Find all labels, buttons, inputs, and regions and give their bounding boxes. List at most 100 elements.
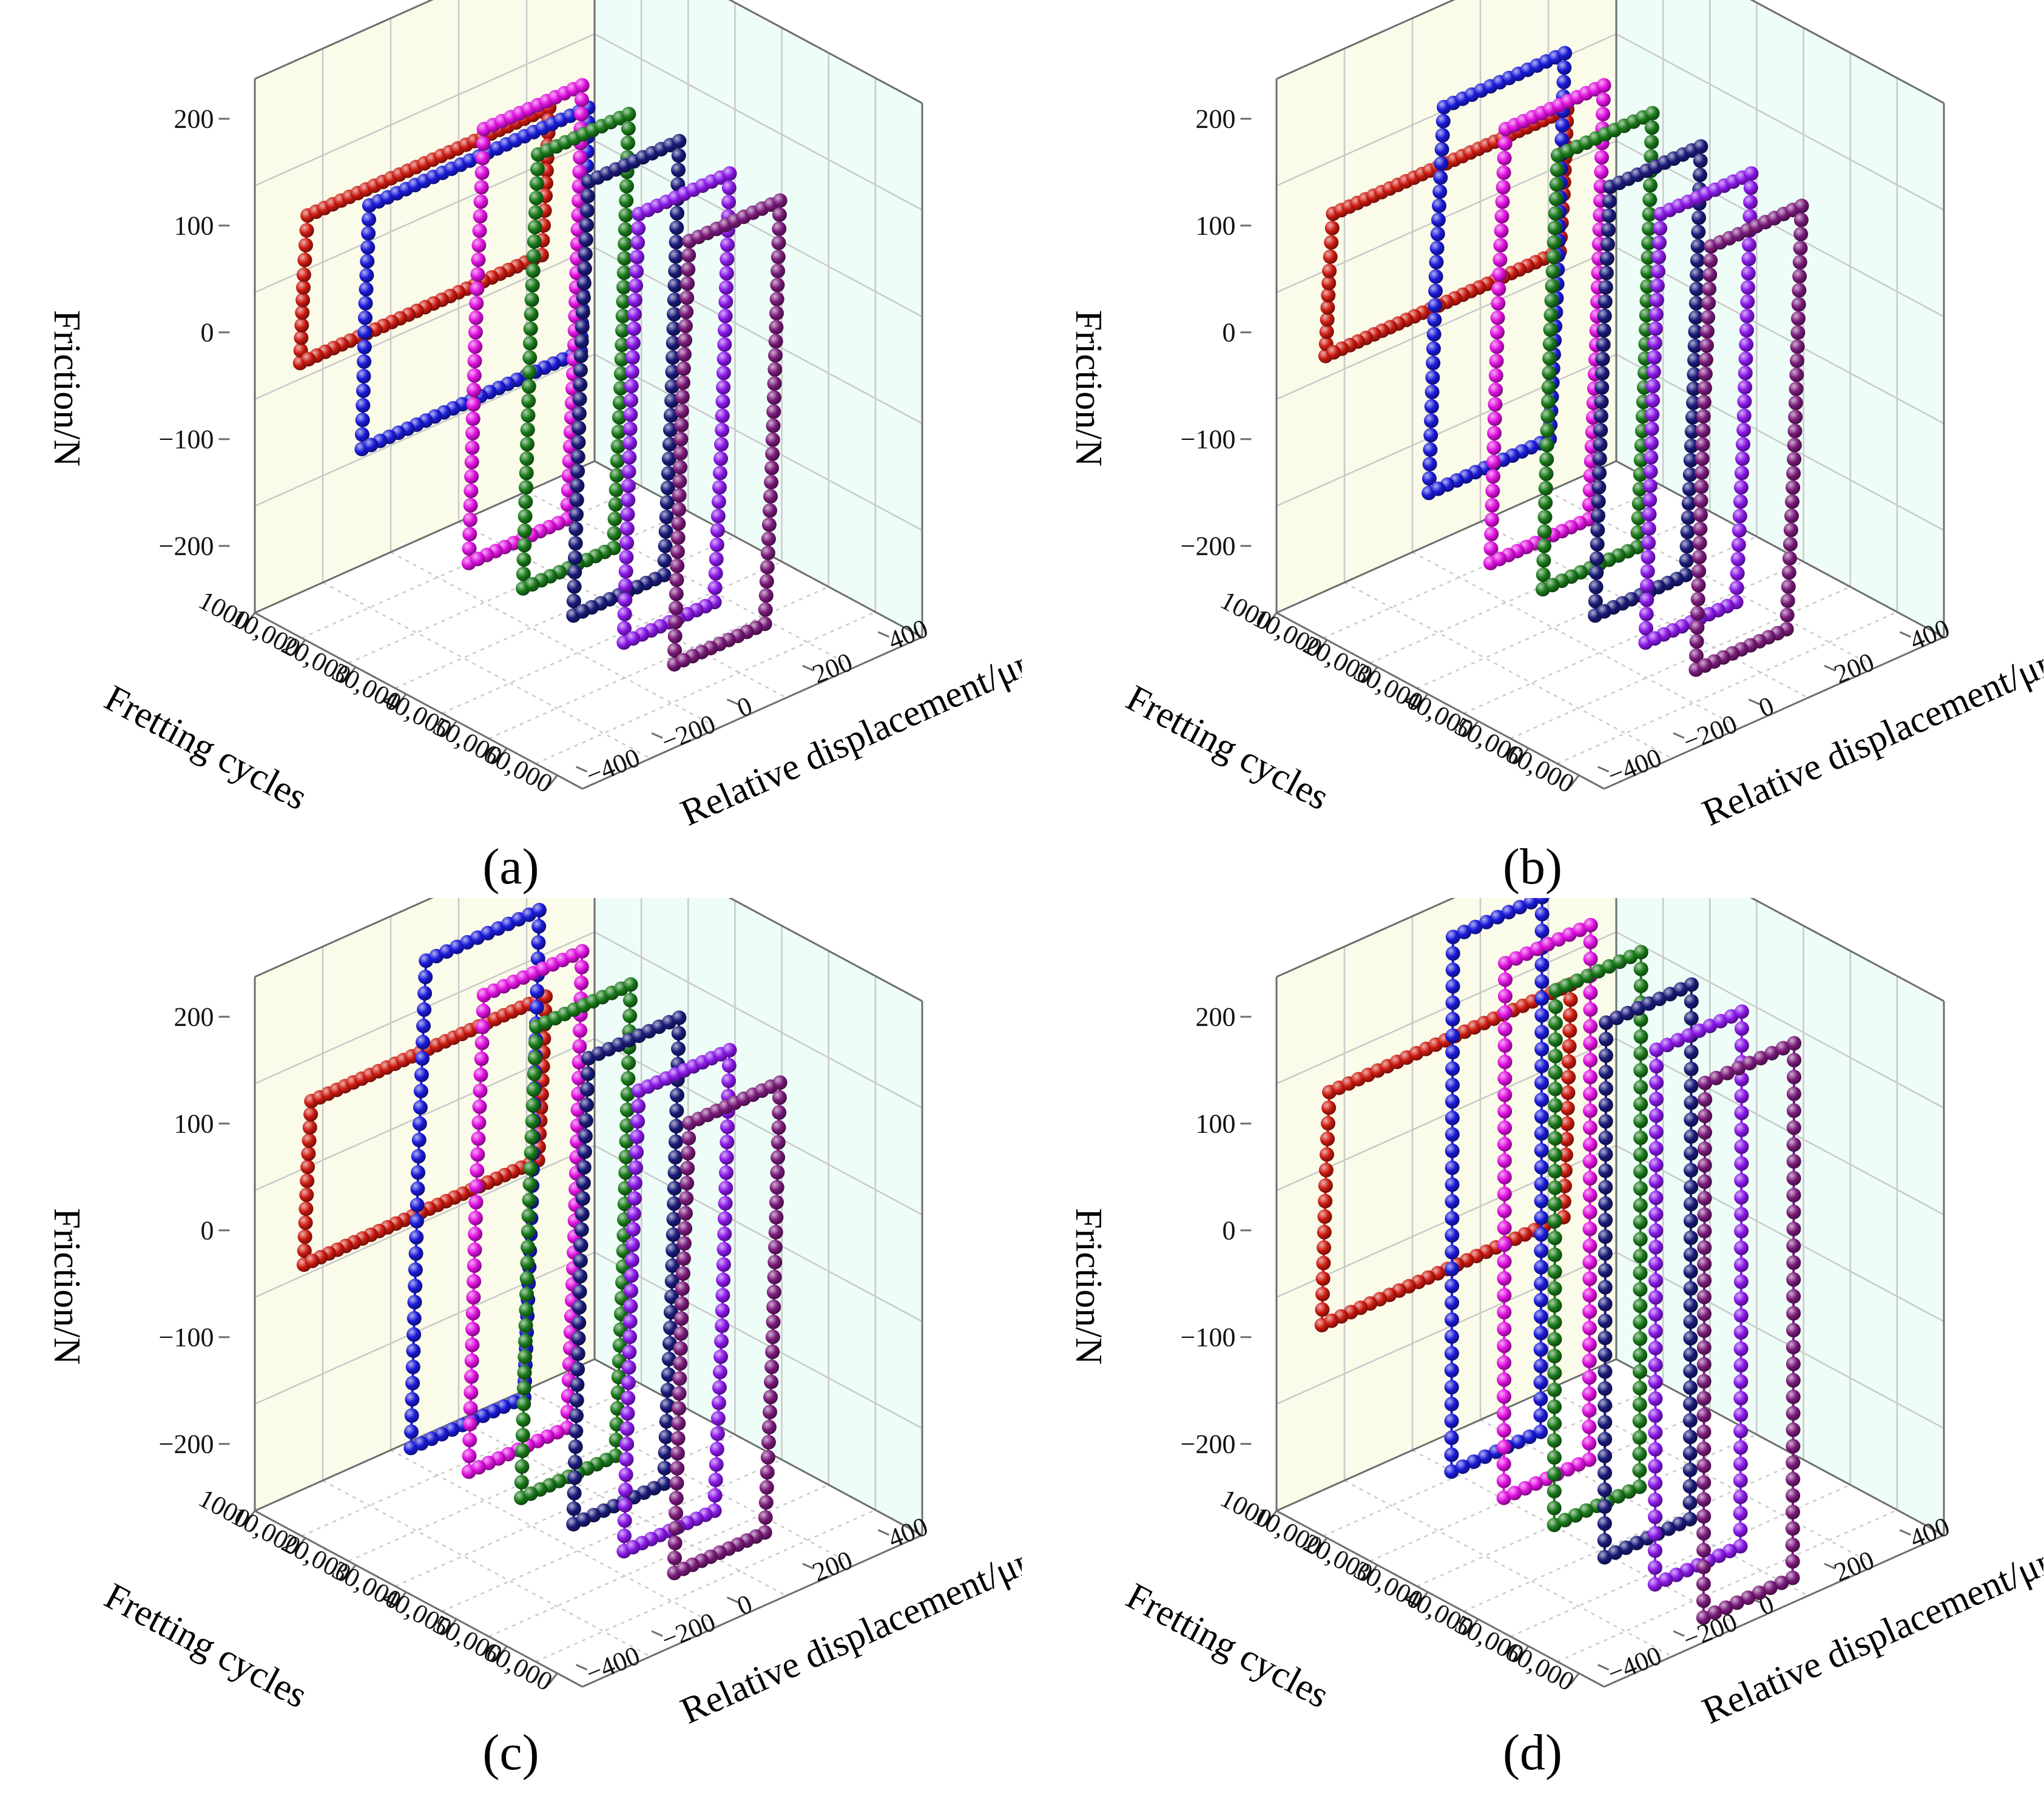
- data-point: [1633, 1232, 1648, 1247]
- data-point: [669, 572, 684, 587]
- data-point: [1734, 1004, 1749, 1019]
- data-point: [470, 1147, 485, 1162]
- data-point: [661, 1351, 676, 1366]
- data-point: [617, 621, 632, 636]
- data-point: [1534, 1227, 1549, 1242]
- data-point: [1537, 524, 1552, 539]
- data-point: [529, 176, 544, 191]
- data-point: [516, 1396, 531, 1411]
- data-point: [1646, 364, 1661, 379]
- data-point: [1542, 351, 1557, 366]
- data-point: [1317, 1224, 1332, 1240]
- data-point: [720, 237, 735, 252]
- x-tick-mark: [548, 1672, 558, 1685]
- data-point: [670, 1088, 684, 1102]
- data-point: [1445, 1211, 1460, 1226]
- data-point: [1457, 925, 1472, 939]
- data-point: [567, 579, 582, 594]
- data-point: [657, 1460, 672, 1476]
- data-point: [670, 1460, 685, 1476]
- data-point: [525, 1098, 541, 1113]
- data-point: [1601, 222, 1616, 237]
- data-point: [618, 1467, 633, 1482]
- data-point: [1533, 1408, 1548, 1423]
- x-tick-mark: [1418, 693, 1429, 706]
- data-point: [1445, 1177, 1460, 1192]
- data-point: [1688, 310, 1704, 325]
- data-point: [1444, 1464, 1459, 1479]
- data-point: [1598, 1180, 1613, 1195]
- data-point: [1786, 1170, 1801, 1186]
- data-point: [767, 376, 782, 391]
- data-point: [671, 516, 686, 531]
- data-point: [1794, 198, 1809, 214]
- data-point: [621, 1360, 636, 1375]
- data-point: [1648, 1108, 1664, 1123]
- y-tick-label: −400: [582, 743, 644, 791]
- data-point: [680, 290, 695, 305]
- chart-panel-d: 200 100 0 −100 −200 1000 10,000 20,000 30,000 40,…: [1022, 898, 2043, 1796]
- x-tick-mark: [447, 720, 457, 733]
- data-point: [1324, 235, 1339, 250]
- data-point: [299, 1201, 314, 1217]
- data-point: [574, 334, 589, 349]
- data-point: [1648, 1476, 1663, 1491]
- data-point: [413, 1100, 428, 1115]
- data-point: [1787, 1070, 1801, 1084]
- data-point: [1682, 1495, 1698, 1510]
- data-point: [520, 437, 535, 451]
- data-point: [673, 431, 689, 447]
- data-point: [1696, 1509, 1712, 1524]
- data-point: [1733, 1522, 1748, 1538]
- data-point: [1549, 177, 1564, 192]
- data-point: [1444, 1346, 1459, 1361]
- data-point: [627, 307, 642, 322]
- data-point: [570, 464, 585, 479]
- data-point: [669, 235, 684, 249]
- z-tick-label: 0: [200, 1216, 214, 1246]
- series-60000: [1688, 198, 1809, 677]
- data-point: [1781, 579, 1796, 594]
- data-point: [1534, 1292, 1548, 1308]
- data-point: [1545, 279, 1560, 294]
- data-point: [567, 565, 582, 579]
- data-point: [676, 653, 691, 668]
- data-point: [1583, 1036, 1598, 1051]
- data-point: [1445, 1194, 1460, 1209]
- data-point: [618, 592, 633, 607]
- data-point: [578, 246, 593, 262]
- data-point: [408, 1246, 423, 1261]
- data-point: [1429, 255, 1444, 269]
- data-point: [1445, 1295, 1460, 1311]
- data-point: [712, 1380, 727, 1395]
- data-point: [666, 1212, 681, 1227]
- data-point: [1641, 235, 1656, 251]
- y-tick-mark: [575, 766, 588, 773]
- z-axis-title: Friction/N: [1068, 1208, 1109, 1365]
- data-point: [522, 350, 538, 365]
- data-point: [520, 1255, 535, 1271]
- data-point: [1648, 1509, 1663, 1524]
- data-point: [1539, 466, 1554, 481]
- data-point: [1597, 1246, 1613, 1261]
- data-point: [1497, 1254, 1512, 1269]
- data-point: [771, 1135, 786, 1150]
- data-point: [1689, 282, 1704, 297]
- data-point: [1492, 267, 1507, 282]
- data-point: [1534, 1092, 1549, 1107]
- data-point: [629, 1145, 644, 1160]
- data-point: [1594, 394, 1609, 410]
- data-point: [764, 474, 779, 490]
- data-point: [1788, 396, 1803, 410]
- data-point: [622, 1345, 637, 1360]
- data-point: [473, 1067, 488, 1082]
- data-point: [1315, 1286, 1330, 1301]
- data-point: [758, 1495, 774, 1510]
- y-tick-mark: [1899, 1529, 1911, 1536]
- data-point: [569, 493, 584, 508]
- data-point: [1783, 536, 1798, 552]
- data-point: [1428, 269, 1443, 284]
- data-point: [1693, 153, 1708, 168]
- data-point: [405, 1376, 420, 1391]
- data-point: [668, 1134, 683, 1149]
